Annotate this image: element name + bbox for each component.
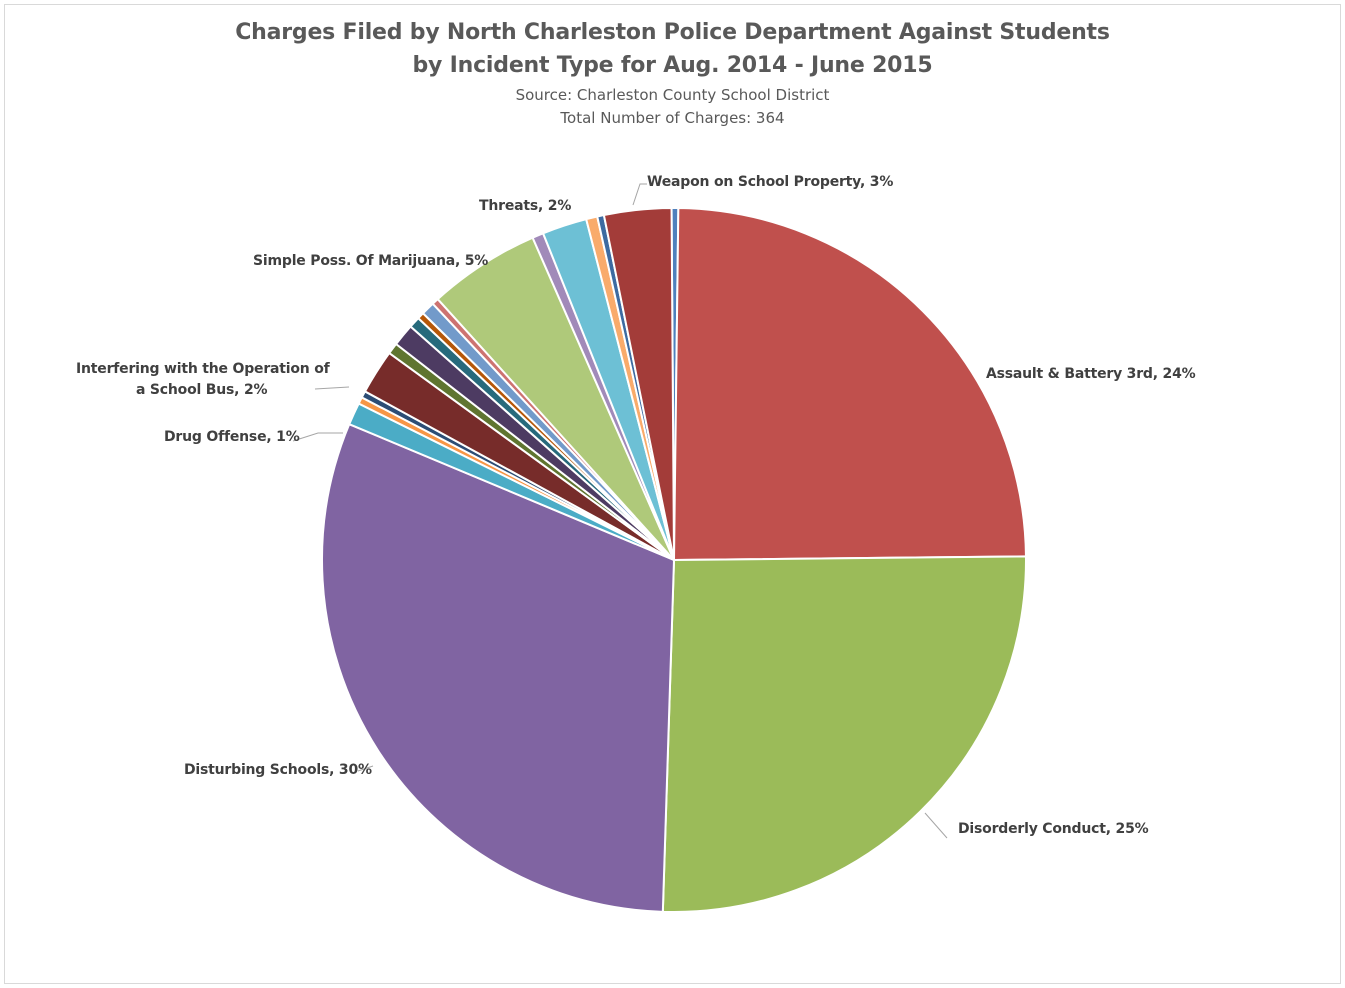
- label-simple-poss-of-marijuana: Simple Poss. Of Marijuana, 5%: [253, 253, 489, 269]
- chart-subtitle-total: Total Number of Charges: 364: [560, 109, 785, 127]
- pie-slice-disturbing-schools: [321, 422, 676, 913]
- leader-line-1: [314, 386, 350, 390]
- label-interfering-school-bus-line-1: Interfering with the Operation of: [76, 361, 330, 377]
- leader-line-4: [924, 812, 948, 839]
- label-weapon-on-school-property: Weapon on School Property, 3%: [647, 174, 894, 190]
- label-drug-offense: Drug Offense, 1%: [164, 429, 300, 445]
- pie-slice-disorderly-conduct: [661, 555, 1027, 913]
- pie-slice-weapon-on-school-property: [602, 207, 675, 561]
- label-disorderly-conduct: Disorderly Conduct, 25%: [958, 821, 1149, 837]
- leader-line-3: [357, 765, 374, 772]
- chart-subtitle-source: Source: Charleston County School Distric…: [515, 86, 830, 104]
- leader-line-0: [632, 183, 647, 206]
- label-threats: Threats, 2%: [479, 198, 572, 214]
- label-assault-battery-3rd: Assault & Battery 3rd, 24%: [986, 366, 1196, 382]
- chart-title: Charges Filed by North Charleston Police…: [235, 20, 1110, 45]
- leader-line-2: [292, 432, 343, 442]
- pie-slice-assault-battery-3rd: [672, 207, 1027, 562]
- label-interfering-school-bus-line-2: a School Bus, 2%: [136, 382, 268, 398]
- chart-title-line-2: by Incident Type for Aug. 2014 - June 20…: [412, 53, 933, 78]
- label-disturbing-schools: Disturbing Schools, 30%: [184, 762, 372, 778]
